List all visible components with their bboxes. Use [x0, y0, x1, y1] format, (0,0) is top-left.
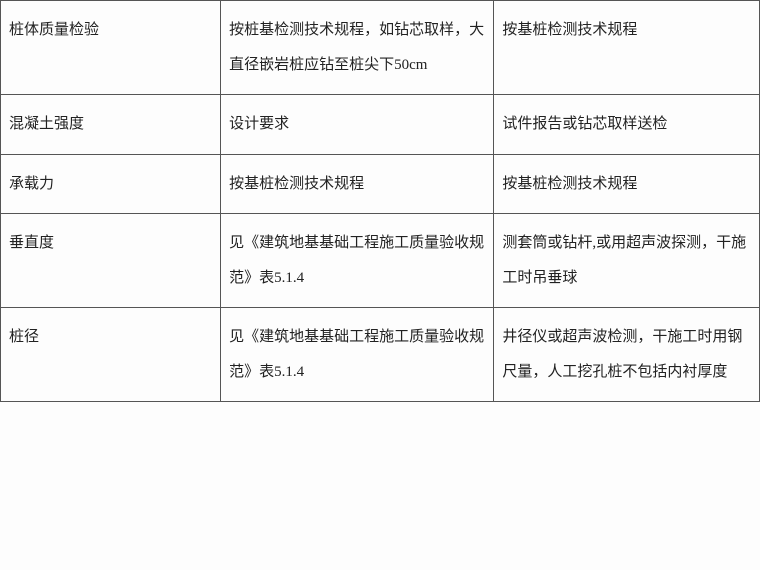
table-row: 混凝土强度 设计要求 试件报告或钻芯取样送检 — [1, 95, 760, 155]
table-row: 桩径 见《建筑地基基础工程施工质量验收规范》表5.1.4 井径仪或超声波检测，干… — [1, 308, 760, 402]
cell-method: 按基桩检测技术规程 — [494, 154, 760, 214]
cell-requirement: 设计要求 — [221, 95, 494, 155]
cell-requirement: 按基桩检测技术规程 — [221, 154, 494, 214]
table-row: 桩体质量检验 按桩基检测技术规程，如钻芯取样，大直径嵌岩桩应钻至桩尖下50cm … — [1, 1, 760, 95]
cell-requirement: 按桩基检测技术规程，如钻芯取样，大直径嵌岩桩应钻至桩尖下50cm — [221, 1, 494, 95]
cell-method: 井径仪或超声波检测，干施工时用钢尺量，人工挖孔桩不包括内衬厚度 — [494, 308, 760, 402]
table-row: 垂直度 见《建筑地基基础工程施工质量验收规范》表5.1.4 测套筒或钻杆,或用超… — [1, 214, 760, 308]
cell-item: 桩径 — [1, 308, 221, 402]
cell-item: 混凝土强度 — [1, 95, 221, 155]
cell-method: 试件报告或钻芯取样送检 — [494, 95, 760, 155]
inspection-table: 桩体质量检验 按桩基检测技术规程，如钻芯取样，大直径嵌岩桩应钻至桩尖下50cm … — [0, 0, 760, 402]
cell-method: 测套筒或钻杆,或用超声波探测，干施工时吊垂球 — [494, 214, 760, 308]
table-row: 承载力 按基桩检测技术规程 按基桩检测技术规程 — [1, 154, 760, 214]
cell-item: 承载力 — [1, 154, 221, 214]
cell-item: 桩体质量检验 — [1, 1, 221, 95]
cell-item: 垂直度 — [1, 214, 221, 308]
cell-requirement: 见《建筑地基基础工程施工质量验收规范》表5.1.4 — [221, 308, 494, 402]
cell-method: 按基桩检测技术规程 — [494, 1, 760, 95]
cell-requirement: 见《建筑地基基础工程施工质量验收规范》表5.1.4 — [221, 214, 494, 308]
